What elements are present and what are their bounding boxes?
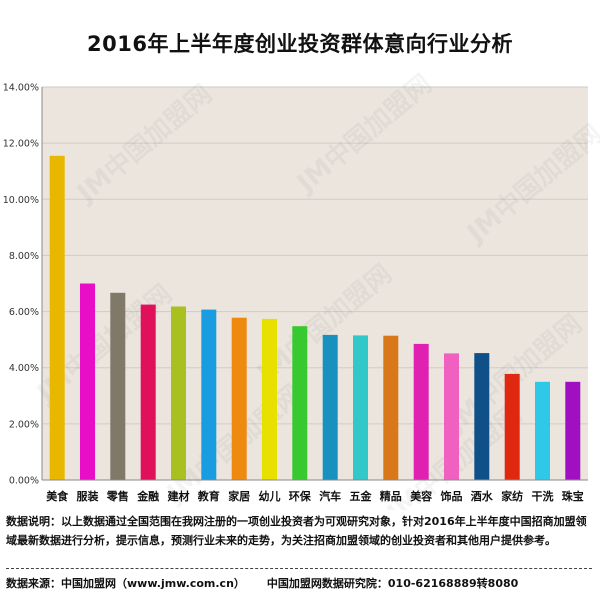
bar — [171, 306, 186, 480]
divider — [6, 568, 592, 569]
x-tick-label: 服装 — [77, 489, 99, 503]
data-source: 数据来源：中国加盟网（www.jmw.com.cn） 中国加盟网数据研究院：010… — [6, 575, 596, 591]
source-right: 中国加盟网数据研究院：010-62168889转8080 — [266, 577, 519, 590]
x-tick-label: 干洗 — [532, 489, 554, 503]
x-tick-label: 环保 — [289, 489, 312, 503]
bar — [201, 309, 217, 480]
gridlines — [42, 86, 588, 425]
axes — [41, 87, 588, 481]
x-tick-label: 幼儿 — [259, 489, 281, 503]
x-tick-label: 家纺 — [501, 489, 523, 503]
bar — [444, 353, 459, 480]
bar — [231, 317, 247, 480]
data-note: 数据说明：以上数据通过全国范围在我网注册的一项创业投资者为可观研究对象，针对20… — [6, 515, 587, 547]
bar — [49, 155, 65, 481]
bars — [49, 155, 581, 481]
bar — [535, 381, 550, 481]
x-tick-label: 汽车 — [319, 489, 341, 503]
bar — [413, 343, 429, 480]
chart-title: 2016年上半年度创业投资群体意向行业分析 — [87, 32, 513, 56]
bar — [292, 326, 308, 480]
x-tick-label: 精品 — [380, 489, 402, 503]
y-tick-label: 2.00% — [9, 419, 39, 430]
x-tick-label: 五金 — [350, 489, 373, 503]
y-tick-label: 6.00% — [9, 307, 39, 318]
y-tick-label: 4.00% — [9, 363, 39, 374]
bar — [383, 335, 399, 480]
x-tick-labels: 美食 服装 零售 金融 建材 教育 家居 幼儿 环保 汽车 五金 精品 美容 饰品 酒水 家纺 干洗 珠宝 — [46, 489, 584, 503]
x-tick-label: 零售 — [106, 489, 129, 503]
x-tick-label: 建材 — [168, 489, 190, 503]
bar — [565, 381, 581, 481]
y-tick-label: 0.00% — [9, 476, 39, 487]
x-tick-label: 饰品 — [441, 489, 463, 503]
x-tick-label: 酒水 — [471, 489, 494, 503]
y-tick-label: 14.00% — [3, 83, 39, 94]
source-left: 数据来源：中国加盟网（www.jmw.com.cn） — [6, 577, 245, 590]
bar — [262, 318, 277, 480]
x-tick-label: 金融 — [136, 489, 159, 503]
y-tick-labels: 0.00% 2.00% 4.00% 6.00% 8.00% 10.00% 12.00% 14.… — [3, 83, 39, 487]
x-tick-label: 家居 — [228, 489, 250, 503]
plot-area — [42, 87, 588, 480]
bar — [504, 373, 520, 480]
bar — [110, 292, 126, 480]
bar — [322, 334, 338, 480]
x-tick-label: 珠宝 — [562, 489, 584, 503]
bar — [474, 353, 490, 480]
y-tick-label: 10.00% — [3, 195, 39, 206]
bar — [80, 283, 95, 480]
bar — [140, 304, 156, 480]
y-tick-label: 8.00% — [9, 251, 39, 262]
x-tick-label: 美容 — [410, 489, 432, 503]
y-tick-label: 12.00% — [3, 139, 39, 150]
x-tick-label: 教育 — [197, 489, 220, 503]
bar — [353, 335, 368, 480]
x-tick-label: 美食 — [46, 489, 69, 503]
